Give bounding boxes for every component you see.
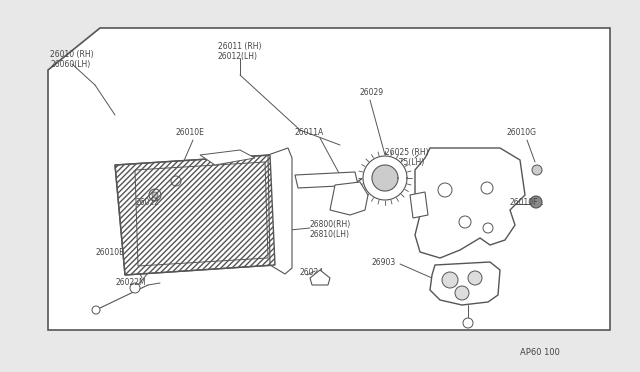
Text: 26010 (RH)
26060(LH): 26010 (RH) 26060(LH) — [50, 50, 93, 70]
Polygon shape — [200, 150, 255, 165]
Text: 26025 (RH)
26075(LH): 26025 (RH) 26075(LH) — [385, 148, 429, 167]
Circle shape — [481, 182, 493, 194]
Circle shape — [530, 196, 542, 208]
Circle shape — [413, 200, 423, 210]
Text: 26010E: 26010E — [175, 128, 204, 137]
Polygon shape — [415, 148, 525, 258]
Circle shape — [459, 216, 471, 228]
Polygon shape — [48, 28, 610, 330]
Circle shape — [442, 272, 458, 288]
Text: 26010E: 26010E — [95, 248, 124, 257]
Circle shape — [149, 189, 161, 201]
Text: 26800(RH)
26810(LH): 26800(RH) 26810(LH) — [310, 220, 351, 240]
Polygon shape — [295, 172, 358, 188]
Polygon shape — [115, 155, 275, 275]
Polygon shape — [330, 182, 368, 215]
Circle shape — [468, 271, 482, 285]
Text: 26029: 26029 — [360, 88, 384, 97]
Circle shape — [171, 176, 181, 186]
Polygon shape — [310, 270, 330, 285]
Circle shape — [438, 183, 452, 197]
Circle shape — [463, 318, 473, 328]
Circle shape — [532, 165, 542, 175]
Polygon shape — [430, 262, 500, 305]
Circle shape — [455, 286, 469, 300]
Text: 26010F: 26010F — [510, 198, 538, 207]
Text: 26022: 26022 — [135, 198, 159, 207]
Polygon shape — [410, 192, 428, 218]
Text: 26903: 26903 — [372, 258, 396, 267]
Text: 26022M: 26022M — [115, 278, 146, 287]
Circle shape — [92, 306, 100, 314]
Circle shape — [152, 192, 158, 198]
Circle shape — [483, 223, 493, 233]
Polygon shape — [268, 148, 292, 274]
Text: AP60 100: AP60 100 — [520, 348, 560, 357]
Polygon shape — [372, 165, 398, 191]
Circle shape — [130, 283, 140, 293]
Text: 26011A: 26011A — [295, 128, 324, 137]
Text: 26010G: 26010G — [507, 128, 537, 137]
Polygon shape — [363, 156, 407, 200]
Text: 26011 (RH)
26012(LH): 26011 (RH) 26012(LH) — [218, 42, 262, 61]
Text: 26024: 26024 — [300, 268, 324, 277]
